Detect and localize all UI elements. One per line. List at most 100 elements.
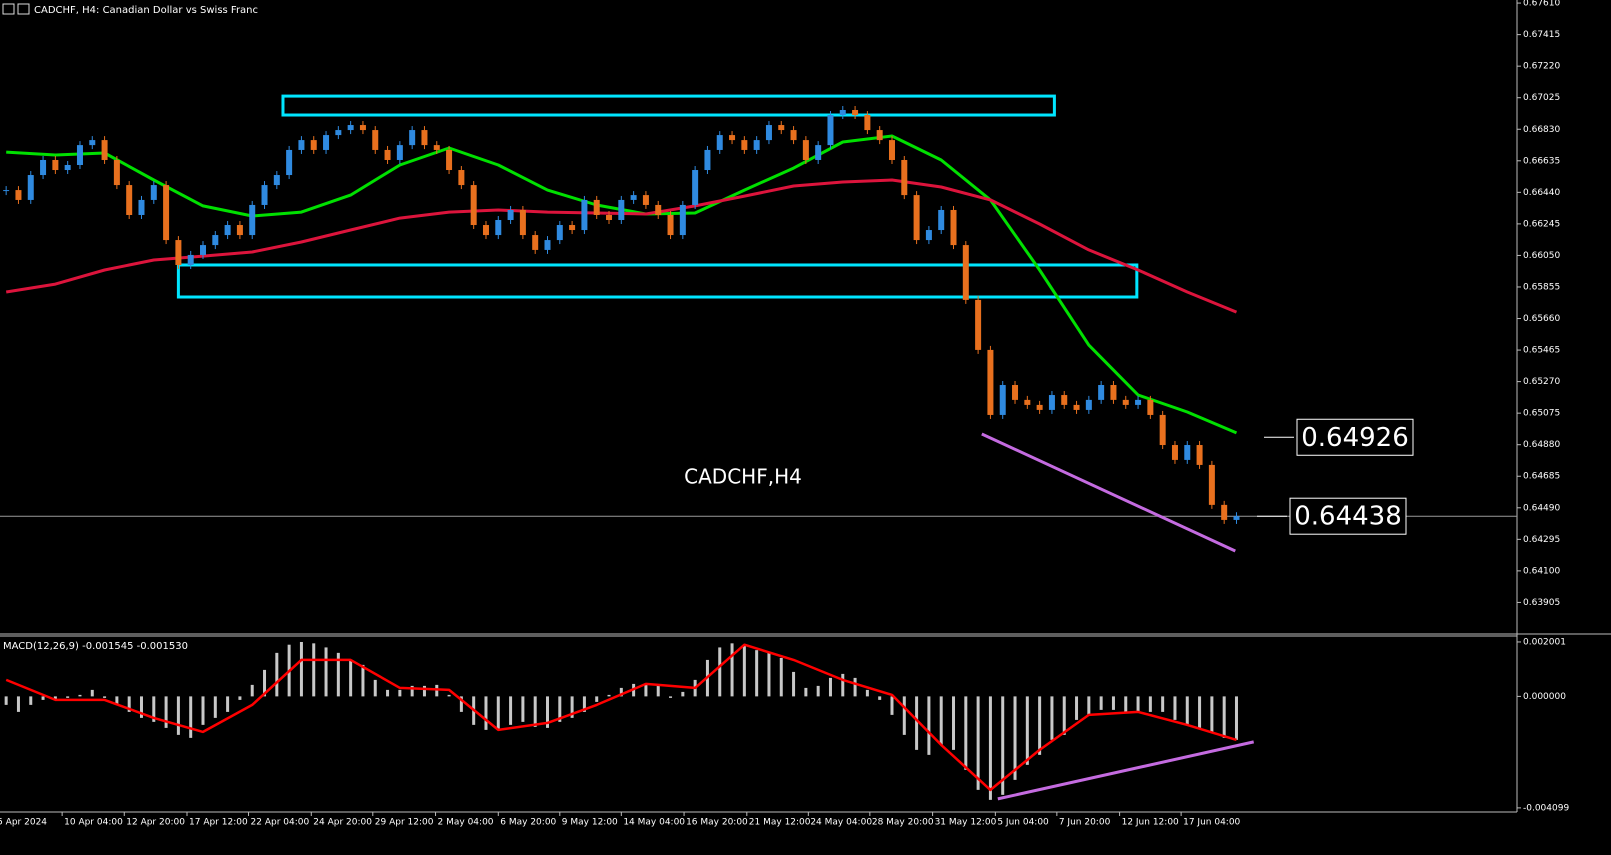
x-tick-label: 12 Jun 12:00 — [1122, 818, 1179, 828]
candle-body — [679, 204, 686, 236]
y-tick-label: 0.65075 — [1523, 409, 1560, 419]
y-tick-label: 0.67220 — [1523, 62, 1560, 72]
candle-body — [1061, 395, 1068, 405]
x-tick-label: 5 Apr 2024 — [0, 818, 47, 828]
histogram-bar — [792, 671, 796, 697]
candle-body — [347, 125, 354, 131]
histogram-bar — [767, 652, 771, 697]
candle-body — [1048, 395, 1055, 410]
histogram-bar — [607, 694, 611, 697]
header: CADCHF, H4: Canadian Dollar vs Swiss Fra… — [2, 3, 258, 16]
candle-body — [273, 175, 280, 186]
candle-body — [1012, 385, 1019, 400]
histogram-bar — [53, 696, 57, 700]
histogram-bar — [447, 694, 451, 697]
candle-body — [40, 159, 47, 176]
candle-body — [150, 185, 157, 200]
candle-body — [1122, 399, 1129, 405]
histogram-bar — [78, 694, 82, 697]
candle-body — [593, 199, 600, 215]
histogram-bar — [878, 696, 882, 700]
x-tick-label: 12 Apr 20:00 — [126, 818, 185, 828]
x-tick-label: 14 May 04:00 — [623, 818, 685, 828]
histogram-bar — [1148, 696, 1152, 712]
macd-label: MACD(12,26,9) -0.001545 -0.001530 — [3, 641, 188, 652]
candle-body — [667, 214, 674, 236]
candle-body — [15, 190, 22, 200]
candle-body — [163, 185, 170, 241]
candle-body — [950, 209, 957, 246]
candle-body — [495, 220, 502, 236]
candle-body — [200, 245, 207, 255]
candle-body — [692, 170, 699, 205]
histogram-bar — [1210, 696, 1214, 732]
candle-body — [1110, 385, 1117, 400]
histogram-bar — [484, 696, 488, 730]
y-tick-label: 0.64295 — [1523, 535, 1560, 545]
histogram-bar — [1173, 696, 1177, 720]
x-tick-label: 7 Jun 20:00 — [1059, 818, 1111, 828]
histogram-bar — [250, 684, 254, 697]
histogram-bar — [1234, 696, 1238, 740]
histogram-bar — [890, 696, 894, 715]
candle-body — [76, 145, 83, 166]
signal-line — [5, 643, 1237, 792]
histogram-bar — [595, 696, 599, 702]
histogram-bar — [226, 696, 230, 712]
histogram-bar — [545, 696, 549, 728]
candle-body — [1233, 516, 1240, 520]
histogram-bar — [263, 669, 267, 697]
candle-body — [409, 130, 416, 146]
level-label: 0.64926 — [1301, 423, 1409, 453]
candle-body — [396, 145, 403, 160]
histogram-bar — [1222, 696, 1226, 738]
candle-body — [482, 225, 489, 236]
histogram-bar — [1075, 696, 1079, 720]
candle-body — [802, 140, 809, 160]
histogram-bar — [361, 664, 365, 697]
candle-body — [790, 130, 797, 141]
histogram-bar — [1038, 696, 1042, 755]
histogram-bar — [1161, 696, 1165, 712]
histogram-bar — [988, 696, 992, 800]
histogram-bar — [41, 696, 45, 700]
candle-body — [101, 140, 108, 160]
y-tick-label: 0.63905 — [1523, 598, 1560, 608]
histogram-bar — [90, 689, 94, 697]
y-tick-label: 0.67415 — [1523, 30, 1560, 40]
histogram-bar — [238, 696, 242, 700]
candle-body — [335, 130, 342, 136]
x-tick-label: 6 May 20:00 — [500, 818, 556, 828]
candle-body — [741, 140, 748, 150]
candle-body — [224, 225, 231, 236]
histogram-bar — [312, 643, 316, 697]
histogram-bar — [669, 696, 673, 698]
histogram-bar — [189, 696, 193, 738]
y-tick-label: -0.004099 — [1523, 803, 1569, 813]
histogram-bar — [66, 696, 70, 698]
histogram-bar — [853, 677, 857, 697]
histogram-bar — [336, 652, 340, 697]
histogram-bar — [816, 685, 820, 697]
candle-body — [138, 199, 145, 215]
candle-body — [298, 140, 305, 150]
candle-body — [642, 195, 649, 205]
candle-body — [113, 159, 120, 186]
candle-body — [938, 209, 945, 231]
histogram-bar — [496, 696, 500, 730]
histogram-bar — [841, 673, 845, 697]
x-tick-label: 17 Apr 12:00 — [189, 818, 248, 828]
histogram-bar — [1013, 696, 1017, 780]
histogram-bar — [558, 696, 562, 722]
histogram-bar — [952, 696, 956, 750]
candle-body — [753, 140, 760, 150]
histogram-bar — [29, 696, 33, 705]
histogram-bar — [349, 659, 353, 697]
y-tick-label: 0.002001 — [1523, 637, 1566, 647]
y-tick-label: 0.65465 — [1523, 346, 1560, 356]
candle-body — [888, 140, 895, 160]
histogram-bar — [742, 644, 746, 697]
x-tick-label: 31 May 12:00 — [935, 818, 997, 828]
candle-body — [1024, 399, 1031, 405]
candle-body — [212, 235, 219, 246]
